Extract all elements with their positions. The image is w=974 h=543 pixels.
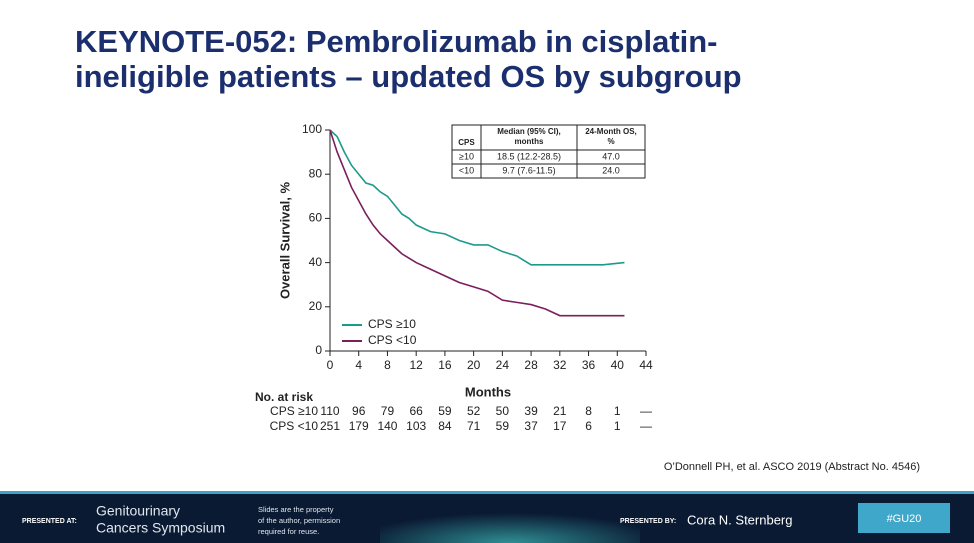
presented-at: PRESENTED AT: bbox=[22, 518, 77, 525]
slide-title: KEYNOTE-052: Pembrolizumab in cisplatin- bbox=[75, 24, 718, 59]
risk-count: 79 bbox=[381, 404, 395, 418]
risk-count: 140 bbox=[377, 419, 397, 433]
risk-count: 110 bbox=[320, 404, 339, 418]
inset-header: CPS bbox=[458, 138, 475, 147]
y-tick-label: 0 bbox=[315, 343, 322, 357]
presented-by: PRESENTED BY: bbox=[620, 518, 676, 525]
notice: required for reuse. bbox=[258, 527, 319, 536]
inset-table: CPS Median (95% CI), months 24-Month OS, % ≥1… bbox=[451, 124, 646, 179]
risk-count: 52 bbox=[467, 404, 481, 418]
footer-rule bbox=[0, 491, 974, 494]
meeting-name: Genitourinary bbox=[96, 503, 180, 519]
risk-count: 8 bbox=[585, 404, 592, 418]
risk-count: 96 bbox=[352, 404, 366, 418]
y-tick-label: 60 bbox=[309, 211, 323, 225]
risk-count: 84 bbox=[438, 419, 452, 433]
inset-cell: 47.0 bbox=[602, 151, 620, 161]
x-axis-label: Months bbox=[465, 384, 511, 399]
risk-count: 59 bbox=[438, 404, 452, 418]
y-tick-label: 80 bbox=[309, 166, 323, 180]
risk-count: 103 bbox=[406, 419, 426, 433]
risk-row-name: CPS <10 bbox=[270, 419, 319, 433]
footer: PRESENTED AT: Genitourinary Cancers Symp… bbox=[0, 491, 974, 543]
risk-count: 37 bbox=[524, 419, 538, 433]
risk-count: 1 bbox=[614, 404, 621, 418]
risk-count: 17 bbox=[553, 419, 567, 433]
citation: O’Donnell PH, et al. ASCO 2019 (Abstract… bbox=[664, 461, 920, 473]
risk-count: 59 bbox=[496, 419, 510, 433]
x-tick-label: 12 bbox=[410, 358, 424, 372]
x-tick-label: 4 bbox=[355, 358, 362, 372]
y-tick-label: 40 bbox=[309, 255, 323, 269]
risk-label: No. at risk bbox=[255, 390, 313, 404]
risk-count: 50 bbox=[496, 404, 510, 418]
risk-count: — bbox=[640, 419, 652, 433]
y-axis-label: Overall Survival, % bbox=[277, 182, 292, 300]
presenter: Cora N. Sternberg bbox=[687, 512, 793, 527]
risk-count: 251 bbox=[320, 419, 340, 433]
inset-cell: 9.7 (7.6-11.5) bbox=[502, 165, 555, 175]
notice: of the author, permission bbox=[258, 516, 340, 525]
x-tick-label: 36 bbox=[582, 358, 596, 372]
risk-count: 71 bbox=[467, 419, 481, 433]
slide-title: ineligible patients – updated OS by subg… bbox=[75, 59, 742, 94]
survival-curve bbox=[329, 129, 625, 317]
legend-label: CPS ≥10 bbox=[368, 317, 416, 331]
y-tick-label: 20 bbox=[309, 299, 323, 313]
risk-count: — bbox=[640, 404, 652, 418]
risk-count: 1 bbox=[614, 419, 621, 433]
legend-label: CPS <10 bbox=[368, 333, 417, 347]
x-tick-label: 0 bbox=[327, 358, 334, 372]
risk-count: 21 bbox=[553, 404, 567, 418]
notice: Slides are the property bbox=[258, 505, 334, 514]
x-tick-label: 20 bbox=[467, 358, 481, 372]
meeting-name: Cancers Symposium bbox=[96, 520, 225, 536]
x-tick-label: 24 bbox=[496, 358, 510, 372]
risk-count: 66 bbox=[410, 404, 424, 418]
footer-image bbox=[380, 493, 640, 543]
x-tick-label: 28 bbox=[524, 358, 538, 372]
risk-count: 39 bbox=[524, 404, 538, 418]
survival-curve bbox=[329, 129, 625, 266]
inset-cell: ≥10 bbox=[459, 151, 474, 161]
inset-cell: 24.0 bbox=[602, 165, 620, 175]
inset-header: Median (95% CI), months bbox=[497, 127, 561, 146]
hashtag: #GU20 bbox=[887, 513, 922, 525]
x-tick-label: 8 bbox=[384, 358, 391, 372]
inset-border bbox=[451, 124, 646, 179]
inset-cell: 18.5 (12.2-28.5) bbox=[497, 151, 561, 161]
x-tick-label: 16 bbox=[438, 358, 452, 372]
x-tick-label: 40 bbox=[611, 358, 625, 372]
inset-header: 24-Month OS,% bbox=[585, 127, 637, 146]
hashtag-box bbox=[858, 503, 950, 533]
inset-cell: <10 bbox=[459, 165, 474, 175]
x-tick-label: 44 bbox=[639, 358, 653, 372]
risk-count: 6 bbox=[585, 419, 592, 433]
y-tick-label: 100 bbox=[302, 122, 322, 136]
risk-count: 179 bbox=[349, 419, 369, 433]
x-tick-label: 32 bbox=[553, 358, 567, 372]
risk-row-name: CPS ≥10 bbox=[270, 404, 318, 418]
